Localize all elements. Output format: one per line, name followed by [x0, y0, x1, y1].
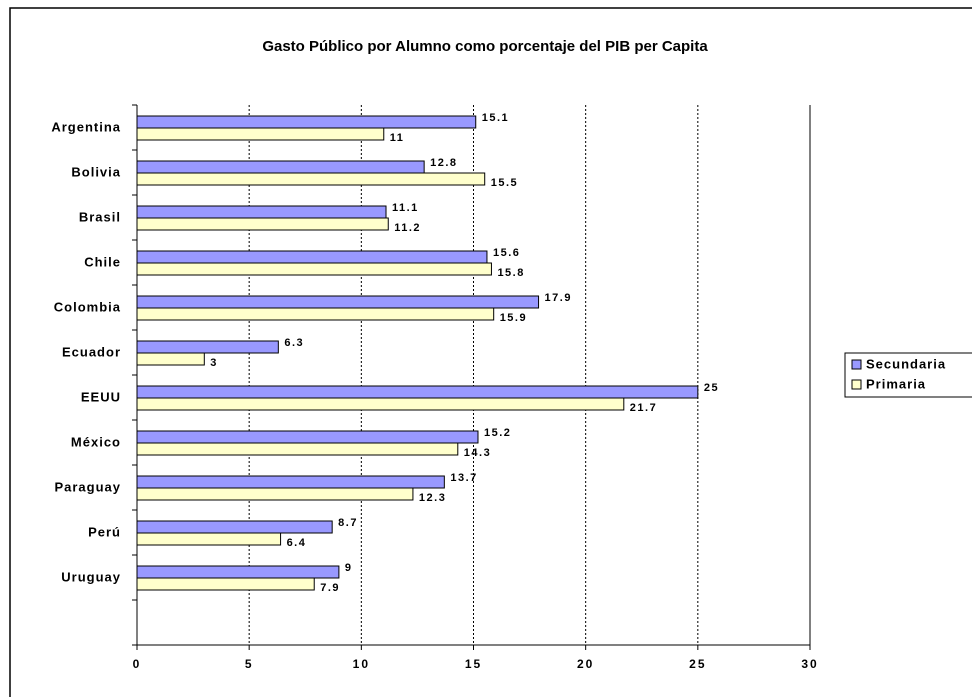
y-tick-label: Argentina	[51, 119, 121, 134]
data-label: 14.3	[464, 447, 491, 459]
data-label: 17.9	[545, 292, 572, 304]
bar	[136, 250, 488, 264]
data-label: 15.2	[484, 427, 511, 439]
bar	[136, 307, 495, 321]
bar	[136, 115, 477, 129]
y-tick-label: Perú	[88, 524, 121, 539]
data-label: 6.3	[284, 337, 304, 349]
data-label: 15.6	[493, 247, 520, 259]
data-label: 11.1	[392, 202, 419, 214]
bar	[136, 520, 333, 534]
x-tick-label: 5	[245, 657, 254, 671]
data-label: 12.8	[430, 157, 457, 169]
chart-title: Gasto Público por Alumno como porcentaje…	[262, 38, 708, 55]
data-label: 6.4	[287, 537, 307, 549]
bar	[136, 442, 459, 456]
data-label: 11.2	[394, 222, 421, 234]
bar	[136, 577, 315, 591]
bar	[136, 565, 340, 579]
bar	[136, 160, 425, 174]
bar	[136, 295, 540, 309]
bar	[136, 217, 389, 231]
y-tick-label: Brasil	[79, 209, 121, 224]
y-tick-label: Colombia	[54, 299, 121, 314]
data-label: 9	[345, 562, 353, 574]
legend-label: Primaria	[866, 376, 926, 391]
data-label: 12.3	[419, 492, 446, 504]
bar	[136, 340, 279, 354]
x-tick-label: 15	[465, 657, 482, 671]
data-label: 15.5	[491, 177, 518, 189]
y-tick-label: EEUU	[81, 389, 121, 404]
y-tick-label: Bolivia	[71, 164, 121, 179]
x-tick-label: 30	[801, 657, 818, 671]
bar	[136, 262, 492, 276]
bar	[136, 475, 445, 489]
y-tick-label: México	[71, 434, 121, 449]
x-tick-label: 20	[577, 657, 594, 671]
data-label: 25	[704, 382, 719, 394]
legend-swatch	[851, 379, 862, 390]
y-tick-label: Uruguay	[61, 569, 121, 584]
y-tick-label: Chile	[84, 254, 121, 269]
bar	[136, 205, 387, 219]
legend-swatch	[851, 359, 862, 370]
data-label: 3	[210, 357, 218, 369]
legend-box	[844, 352, 972, 398]
bar	[136, 385, 699, 399]
y-tick-label: Paraguay	[54, 479, 121, 494]
bar	[136, 172, 486, 186]
data-label: 7.9	[320, 582, 340, 594]
data-label: 8.7	[338, 517, 358, 529]
x-tick-label: 0	[133, 657, 142, 671]
bar	[136, 487, 414, 501]
y-tick-label: Ecuador	[62, 344, 121, 359]
legend-label: Secundaria	[866, 356, 946, 371]
data-label: 15.8	[497, 267, 524, 279]
data-label: 15.1	[482, 112, 509, 124]
bar	[136, 532, 282, 546]
x-tick-label: 25	[689, 657, 706, 671]
bar	[136, 127, 385, 141]
data-label: 21.7	[630, 402, 657, 414]
data-label: 15.9	[500, 312, 527, 324]
bar	[136, 397, 625, 411]
bar	[136, 430, 479, 444]
bar	[136, 352, 205, 366]
data-label: 11	[390, 132, 405, 144]
data-label: 13.7	[450, 472, 477, 484]
x-tick-label: 10	[353, 657, 370, 671]
